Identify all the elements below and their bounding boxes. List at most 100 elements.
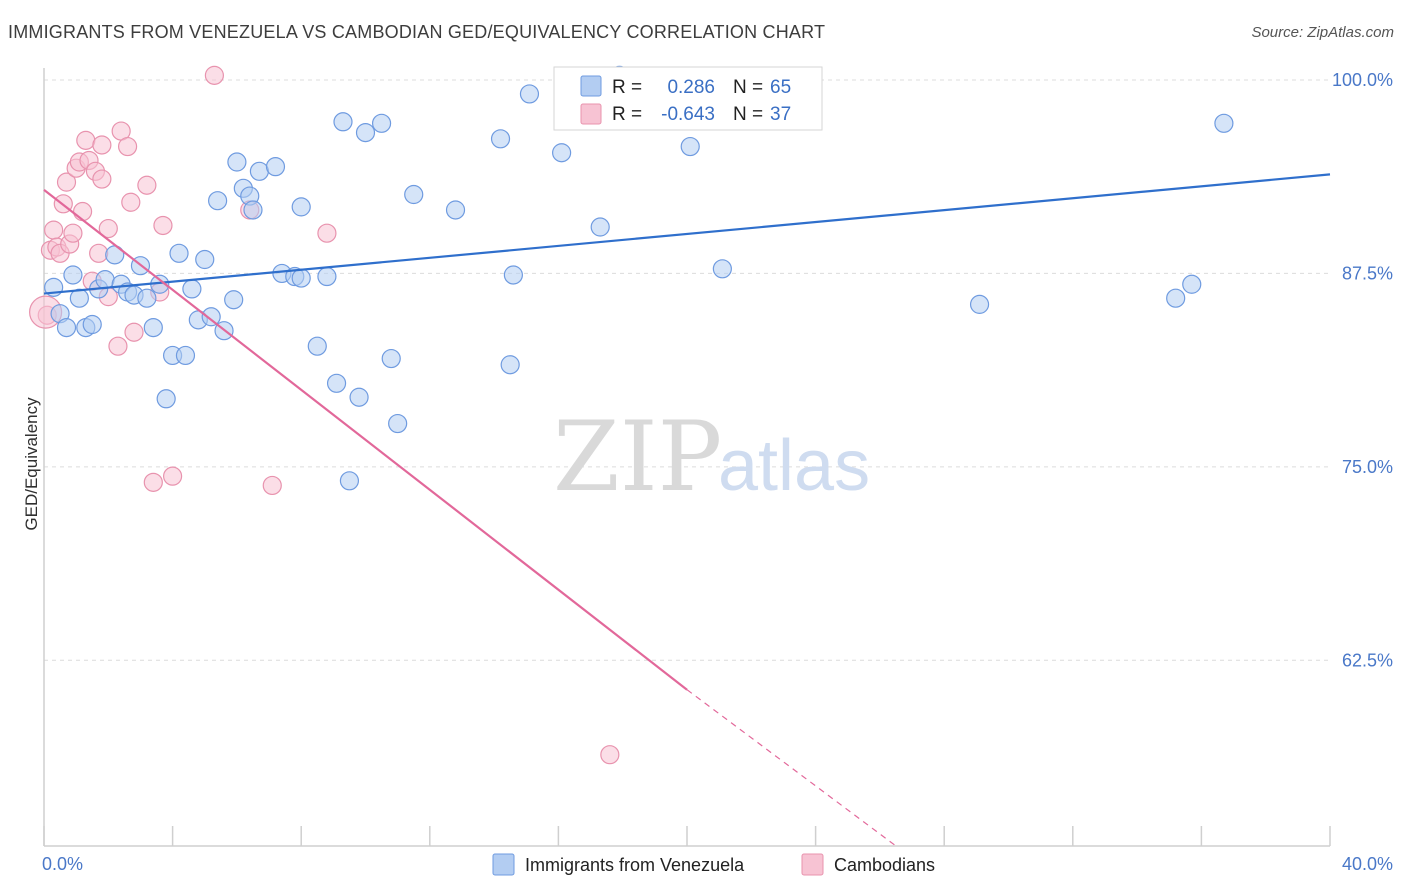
x-axis-ticks bbox=[43, 826, 1331, 846]
cambodian-point bbox=[121, 192, 141, 212]
cambodian-point bbox=[108, 336, 128, 356]
trend-line-venezuela bbox=[43, 173, 1331, 295]
bottom-legend-label: Immigrants from Venezuela bbox=[525, 855, 745, 875]
bottom-legend-swatch-pink bbox=[801, 853, 824, 876]
cambodian-point bbox=[92, 169, 112, 189]
bottom-legend-swatch-blue bbox=[492, 853, 515, 876]
series-cambodians bbox=[29, 65, 620, 765]
cambodian-point bbox=[98, 218, 118, 239]
legend-n-value: 65 bbox=[770, 77, 791, 98]
cambodian-point bbox=[44, 220, 64, 240]
venezuela-point bbox=[182, 279, 202, 299]
bottom-legend: Immigrants from Venezuela Cambodians bbox=[492, 853, 935, 876]
cambodian-point bbox=[163, 466, 183, 486]
venezuela-point bbox=[224, 290, 244, 310]
legend-r-value: 0.286 bbox=[667, 77, 715, 98]
watermark-atlas: atlas bbox=[718, 426, 870, 506]
venezuela-point bbox=[137, 288, 157, 308]
watermark-zip: ZIP bbox=[553, 401, 722, 513]
cambodian-point bbox=[117, 136, 138, 157]
venezuela-point bbox=[590, 217, 610, 237]
venezuela-point bbox=[95, 270, 115, 290]
venezuela-point bbox=[381, 348, 401, 369]
venezuela-point bbox=[969, 294, 990, 314]
venezuela-point bbox=[1166, 288, 1186, 308]
venezuela-point bbox=[243, 200, 263, 220]
legend-swatch-blue bbox=[580, 75, 602, 97]
y-axis-title: GED/Equivalency bbox=[22, 397, 41, 531]
venezuela-point bbox=[552, 143, 572, 163]
bottom-legend-label: Cambodians bbox=[834, 855, 935, 875]
cambodian-point bbox=[89, 243, 109, 263]
venezuela-point bbox=[195, 249, 215, 270]
venezuela-point bbox=[680, 136, 700, 157]
venezuela-point bbox=[307, 336, 327, 356]
legend-n-label: N = bbox=[733, 104, 763, 125]
cambodian-point bbox=[317, 223, 337, 243]
x-tick-label: 0.0% bbox=[42, 854, 83, 874]
venezuela-point bbox=[500, 355, 520, 375]
legend-r-value: -0.643 bbox=[661, 104, 715, 125]
venezuela-point bbox=[326, 373, 347, 393]
legend-box: R = 0.286 N = 65 R = -0.643 N = 37 bbox=[553, 66, 823, 131]
cambodian-point bbox=[153, 215, 173, 236]
venezuela-point bbox=[355, 123, 376, 143]
venezuela-point bbox=[56, 317, 77, 338]
venezuela-point bbox=[201, 307, 221, 327]
venezuela-point bbox=[291, 197, 311, 217]
venezuela-point bbox=[388, 413, 408, 434]
venezuela-point bbox=[1182, 274, 1202, 294]
venezuela-point bbox=[175, 345, 196, 366]
venezuela-point bbox=[349, 387, 369, 407]
venezuela-point bbox=[333, 112, 353, 132]
y-tick-label: 75.0% bbox=[1342, 457, 1393, 477]
x-tick-label: 40.0% bbox=[1342, 854, 1393, 874]
cambodian-point bbox=[63, 223, 83, 243]
legend-n-value: 37 bbox=[770, 104, 791, 125]
venezuela-point bbox=[249, 161, 270, 181]
legend-n-label: N = bbox=[733, 77, 763, 98]
legend-swatch-pink bbox=[580, 103, 602, 125]
cambodian-point bbox=[76, 130, 96, 150]
venezuela-point bbox=[490, 129, 511, 149]
venezuela-point bbox=[519, 84, 540, 104]
cambodian-point bbox=[72, 201, 93, 222]
cambodian-point bbox=[137, 175, 157, 195]
x-tick-labels: 0.0% 40.0% bbox=[42, 854, 1393, 874]
legend-r-label: R = bbox=[612, 77, 642, 98]
venezuela-point bbox=[371, 113, 392, 133]
trend-line-cambodians bbox=[43, 189, 688, 691]
cambodian-point bbox=[56, 172, 77, 192]
venezuela-point bbox=[339, 471, 360, 491]
source-credit: Source: ZipAtlas.com bbox=[1251, 24, 1394, 41]
y-tick-label: 87.5% bbox=[1342, 263, 1393, 283]
trend-lines bbox=[43, 173, 1331, 847]
cambodian-point bbox=[262, 475, 282, 496]
venezuela-point bbox=[317, 266, 337, 287]
venezuela-point bbox=[503, 265, 523, 285]
venezuela-point bbox=[156, 389, 176, 409]
venezuela-point bbox=[712, 259, 732, 279]
cambodian-point bbox=[124, 322, 144, 342]
venezuela-point bbox=[291, 268, 311, 288]
venezuela-point bbox=[82, 314, 102, 335]
venezuela-point bbox=[445, 200, 466, 220]
cambodian-point bbox=[204, 65, 224, 85]
chart-title: IMMIGRANTS FROM VENEZUELA VS CAMBODIAN G… bbox=[8, 22, 826, 42]
cambodian-point bbox=[600, 745, 620, 765]
venezuela-point bbox=[63, 265, 83, 285]
cambodian-point bbox=[92, 135, 112, 155]
venezuela-point bbox=[227, 152, 247, 172]
legend-r-label: R = bbox=[612, 104, 642, 125]
y-tick-label: 100.0% bbox=[1332, 70, 1393, 90]
trend-line-cambodians-extension bbox=[686, 689, 897, 847]
venezuela-point bbox=[404, 184, 424, 205]
venezuela-point bbox=[169, 243, 189, 263]
cambodian-point bbox=[143, 472, 163, 492]
venezuela-point bbox=[265, 157, 286, 177]
venezuela-point bbox=[208, 191, 228, 211]
y-tick-label: 62.5% bbox=[1342, 650, 1393, 670]
venezuela-point bbox=[143, 317, 163, 338]
venezuela-point bbox=[1214, 113, 1234, 133]
